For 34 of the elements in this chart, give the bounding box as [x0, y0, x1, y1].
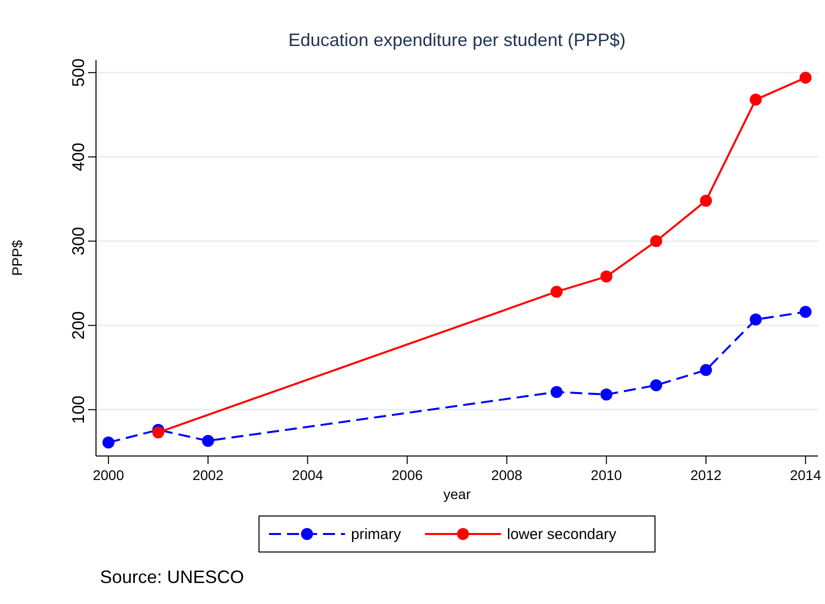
x-tick-label: 2012 — [690, 467, 722, 483]
point — [650, 235, 662, 248]
point — [550, 386, 563, 398]
y-tick-label: 500 — [69, 58, 88, 87]
point — [202, 434, 214, 447]
point — [600, 388, 612, 400]
point — [550, 286, 563, 298]
point — [800, 72, 812, 84]
x-axis-title: year — [443, 486, 471, 502]
point — [650, 379, 662, 392]
y-axis-title: PPP$ — [9, 240, 25, 276]
legend-label: primary — [351, 526, 402, 543]
point — [750, 94, 762, 106]
point — [102, 436, 114, 449]
x-tick-label: 2014 — [790, 467, 822, 483]
point — [152, 426, 164, 438]
source-note: Source: UNESCO — [100, 567, 244, 587]
legend-label: lower secondary — [507, 526, 617, 543]
chart-title: Education expenditure per student (PPP$) — [288, 30, 626, 50]
point — [600, 270, 612, 283]
point — [700, 194, 712, 207]
x-tick-label: 2000 — [92, 467, 124, 483]
x-tick-label: 2010 — [590, 467, 622, 483]
x-tick-label: 2006 — [392, 467, 423, 483]
point — [700, 364, 712, 376]
y-tick-label: 300 — [69, 226, 88, 256]
x-tick-label: 2002 — [192, 467, 224, 483]
x-tick-label: 2008 — [491, 467, 523, 483]
point — [800, 306, 812, 318]
y-tick-label: 100 — [69, 395, 88, 424]
x-tick-label: 2004 — [292, 467, 324, 483]
y-tick-label: 400 — [69, 142, 88, 172]
point — [750, 314, 762, 326]
y-tick-label: 200 — [69, 311, 88, 340]
